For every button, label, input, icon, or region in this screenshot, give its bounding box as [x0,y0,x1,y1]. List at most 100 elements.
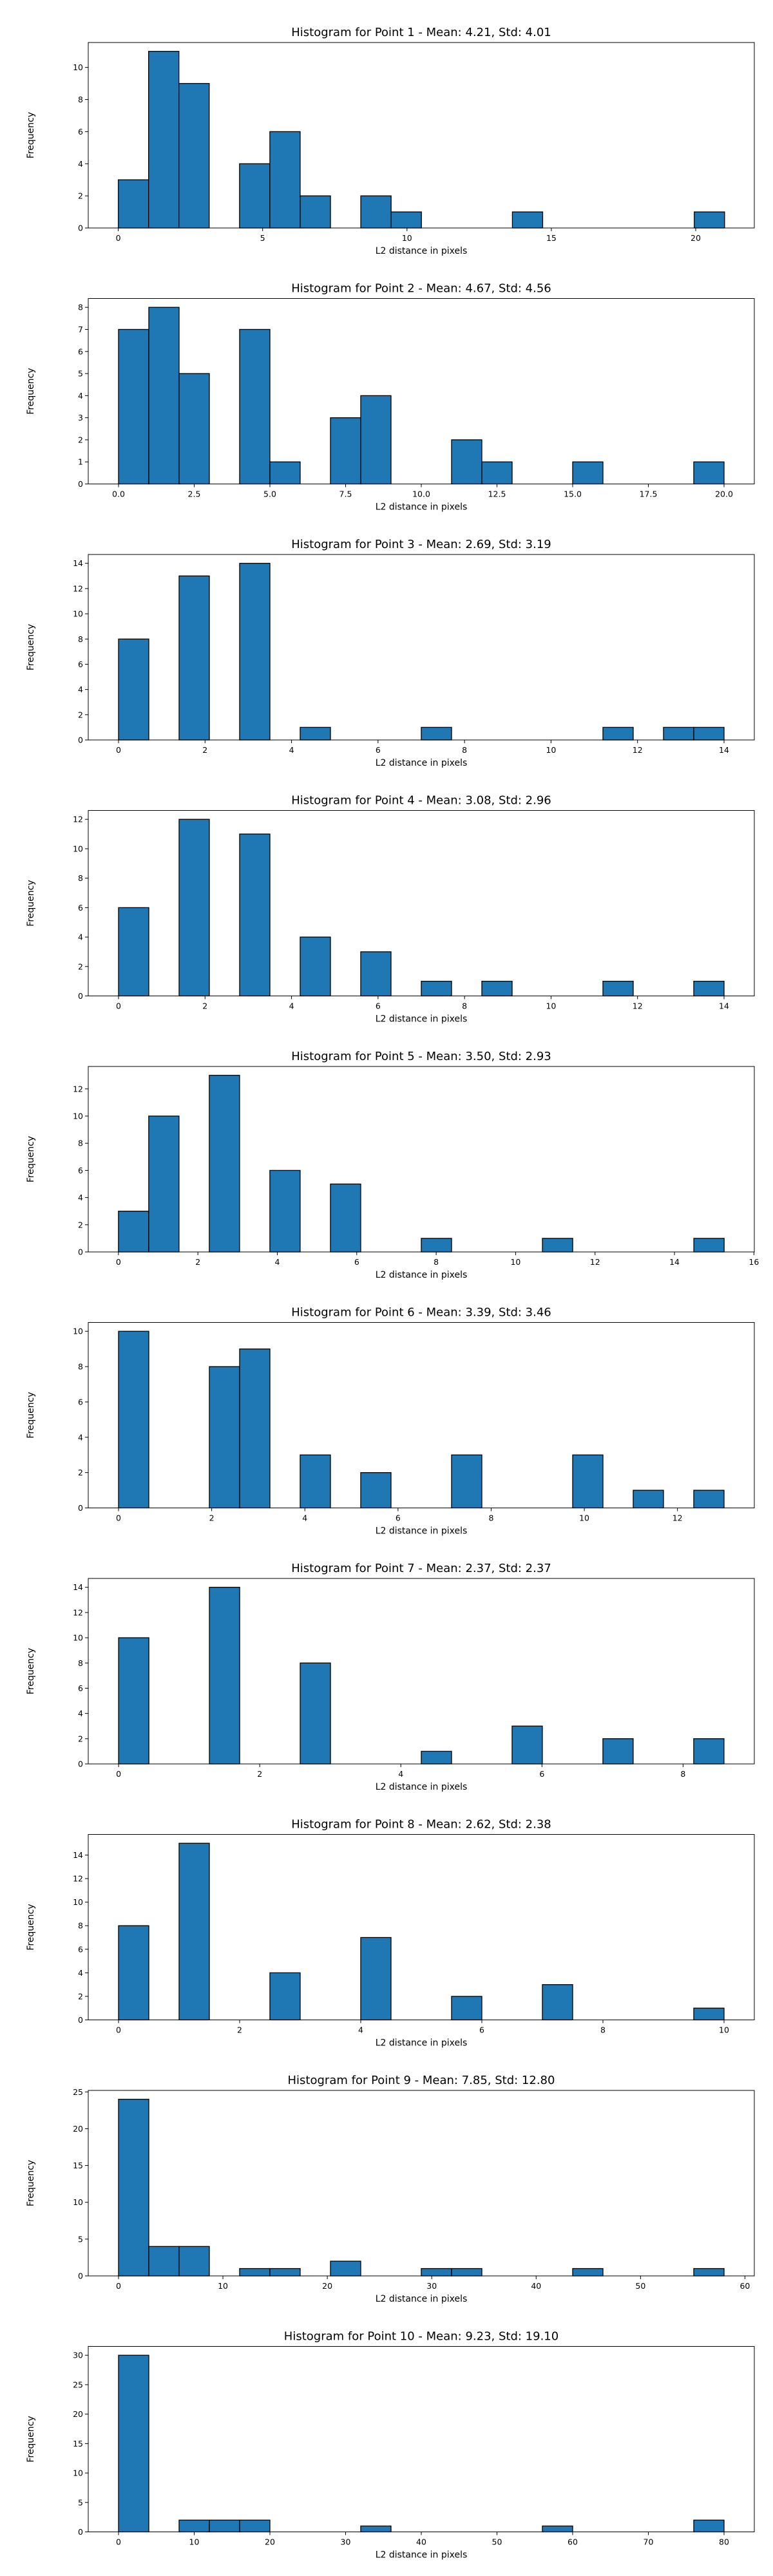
histogram-bar [118,638,149,741]
histogram-bar [693,2519,725,2533]
axes-frame [88,1322,755,1508]
bars [118,819,725,997]
y-tick-label: 12 [73,815,83,824]
y-axis-label: Frequency [26,1136,36,1182]
histogram-bar [239,563,271,741]
y-tick-label: 2 [78,710,83,719]
x-tick-label: 10 [218,2281,228,2291]
histogram-bar [694,211,725,229]
histogram-bar [239,163,271,229]
y-tick-label: 8 [78,303,83,312]
histogram-9: Histogram for Point 9 - Mean: 7.85, Std:… [26,2074,755,2304]
histogram-bar [239,1348,271,1509]
y-axis-label: Frequency [26,112,36,158]
histogram-3: Histogram for Point 3 - Mean: 2.69, Std:… [26,538,755,768]
y-axis-label: Frequency [26,1904,36,1950]
histogram-5: Histogram for Point 5 - Mean: 3.50, Std:… [26,1050,759,1280]
histogram-bar [663,726,694,741]
histogram-bar [209,1366,240,1509]
y-tick-label: 6 [78,127,83,137]
histogram-bar [693,461,725,485]
histogram-bar [542,2525,573,2533]
histogram-bar [330,417,361,485]
x-tick-label: 30 [426,2281,437,2291]
y-axis-label: Frequency [26,624,36,670]
y-tick-label: 2 [78,961,83,971]
x-tick-label: 10 [546,1001,556,1011]
x-tick-label: 10 [510,1257,520,1267]
chart-title: Histogram for Point 9 - Mean: 7.85, Std:… [288,2074,555,2087]
x-tick-label: 0 [116,1257,121,1267]
x-tick-label: 6 [479,2025,484,2035]
x-axis-label: L2 distance in pixels [376,246,468,256]
x-axis-label: L2 distance in pixels [376,1014,468,1025]
histogram-bar [269,1972,301,2021]
x-tick-label: 20 [322,2281,332,2291]
y-axis-label: Frequency [26,2416,36,2462]
histogram-bar [269,131,301,229]
histogram-bar [330,1183,361,1253]
x-tick-label: 14 [719,1001,729,1011]
y-tick-label: 10 [73,609,83,619]
y-tick-label: 0 [78,2271,83,2281]
histogram-bar [693,980,725,997]
y-tick-label: 10 [73,2468,83,2478]
histogram-bar [148,2246,180,2277]
x-tick-label: 5.0 [263,489,276,499]
x-axis-label: L2 distance in pixels [376,2038,468,2049]
histogram-bar [421,1750,452,1765]
axes-frame [88,2346,755,2532]
y-tick-label: 4 [78,1709,83,1718]
axes-frame [88,2090,755,2277]
histogram-bar [421,2268,452,2277]
y-tick-label: 12 [73,1607,83,1617]
histogram-bar [178,1842,210,2021]
histogram-4: Histogram for Point 4 - Mean: 3.08, Std:… [26,794,755,1025]
histogram-bar [209,1587,240,1765]
x-tick-label: 4 [302,1513,307,1523]
histogram-bar [300,195,331,229]
x-tick-label: 17.5 [640,489,658,499]
y-axis-label: Frequency [26,1648,36,1694]
chart-title: Histogram for Point 3 - Mean: 2.69, Std:… [291,538,551,551]
bars [117,51,725,229]
y-tick-label: 25 [73,2087,83,2097]
x-tick-label: 8 [462,745,467,755]
histogram-bar [118,907,149,997]
x-tick-label: 60 [568,2537,578,2547]
histogram-bar [118,1637,149,1765]
y-tick-label: 3 [78,413,83,422]
y-tick-label: 0 [78,2527,83,2537]
bars [118,2099,725,2277]
histogram-bar [118,328,149,485]
x-tick-label: 12 [673,1513,683,1523]
axes-frame [88,42,755,229]
x-axis-label: L2 distance in pixels [376,1782,468,1792]
histogram-bar [602,1738,634,1765]
x-tick-label: 16 [749,1257,759,1267]
y-tick-label: 4 [78,685,83,694]
y-tick-label: 6 [78,1944,83,1954]
y-tick-label: 8 [78,634,83,644]
y-tick-label: 30 [73,2351,83,2360]
histogram-10: Histogram for Point 10 - Mean: 9.23, Std… [26,2330,755,2561]
axes-frame [88,810,755,996]
histogram-2: Histogram for Point 2 - Mean: 4.67, Std:… [26,282,755,513]
chart-title: Histogram for Point 1 - Mean: 4.21, Std:… [291,26,551,39]
y-tick-label: 4 [78,391,83,401]
chart-title: Histogram for Point 2 - Mean: 4.67, Std:… [291,282,551,296]
x-tick-label: 20 [691,233,701,243]
histogram-bar [602,726,634,741]
y-tick-label: 15 [73,2439,83,2448]
x-tick-label: 8 [600,2025,606,2035]
histogram-bar [693,1490,725,1509]
x-tick-label: 7.5 [339,489,352,499]
histogram-8: Histogram for Point 8 - Mean: 2.62, Std:… [26,1818,755,2049]
x-tick-label: 2 [195,1257,200,1267]
y-tick-label: 2 [78,1468,83,1477]
y-tick-label: 6 [78,659,83,669]
y-tick-label: 0 [78,735,83,745]
y-tick-label: 12 [73,583,83,593]
y-tick-label: 20 [73,2409,83,2419]
x-tick-label: 8 [488,1513,493,1523]
